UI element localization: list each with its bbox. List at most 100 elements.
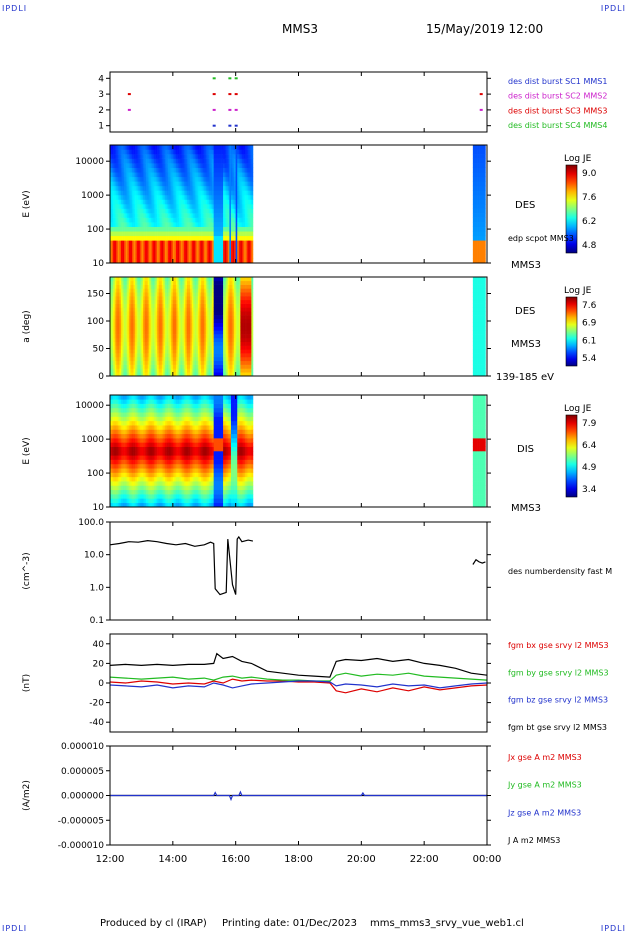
heatmap-cell <box>251 185 254 191</box>
heatmap-cell <box>229 172 232 178</box>
heatmap-cell <box>158 213 161 218</box>
heatmap-cell <box>139 167 142 173</box>
heatmap-cell <box>234 204 236 209</box>
heatmap-cell <box>183 360 186 365</box>
heatmap-cell <box>232 222 235 227</box>
heatmap-cell <box>161 277 164 282</box>
heatmap-cell <box>197 330 200 335</box>
heatmap-cell <box>131 176 134 182</box>
heatmap-cell <box>116 253 119 259</box>
heatmap-cell <box>224 280 227 285</box>
heatmap-cell <box>476 158 478 164</box>
heatmap-cell <box>180 253 183 259</box>
heatmap-cell <box>232 341 235 346</box>
heatmap-cell <box>116 181 119 187</box>
heatmap-cell <box>213 258 216 264</box>
heatmap-cell <box>190 299 192 304</box>
heatmap-cell <box>241 253 244 259</box>
legend-entry: des dist burst SC1 MMS1 <box>508 77 607 86</box>
heatmap-cell <box>142 341 145 346</box>
heatmap-cell <box>117 360 120 365</box>
heatmap-cell <box>175 253 178 259</box>
heatmap-cell <box>160 364 163 369</box>
heatmap-cell <box>218 190 221 196</box>
heatmap-cell <box>213 311 216 316</box>
heatmap-cell <box>160 349 163 354</box>
heatmap-cell <box>196 303 199 308</box>
heatmap-cell <box>155 307 158 312</box>
heatmap-cell <box>160 253 163 259</box>
heatmap-cell <box>120 235 123 241</box>
heatmap-cell <box>227 235 230 241</box>
heatmap-cell <box>185 368 188 373</box>
heatmap-cell <box>188 145 191 150</box>
heatmap-cell <box>188 172 191 178</box>
heatmap-cell <box>172 194 175 200</box>
heatmap-cell <box>477 217 480 223</box>
heatmap-cell <box>229 204 232 209</box>
heatmap-cell <box>155 288 158 293</box>
heatmap-cell <box>135 360 138 365</box>
heatmap-cell <box>157 244 159 250</box>
heatmap-cell <box>122 360 125 365</box>
heatmap-cell <box>193 235 196 241</box>
heatmap-cell <box>248 217 251 223</box>
heatmap-cell <box>177 303 180 308</box>
heatmap-cell <box>483 149 486 155</box>
heatmap-cell <box>149 299 152 304</box>
heatmap-cell <box>224 330 227 335</box>
heatmap-cell <box>168 253 170 259</box>
heatmap-cell <box>110 326 112 331</box>
heatmap-cell <box>114 163 117 168</box>
heatmap-cell <box>240 154 243 159</box>
heatmap-cell <box>119 222 122 227</box>
header-spacecraft: MMS3 <box>282 22 318 36</box>
heatmap-cell <box>229 167 232 173</box>
heatmap-cell <box>139 194 142 200</box>
burst-marker <box>127 93 131 96</box>
heatmap-cell <box>227 307 230 312</box>
heatmap-cell <box>146 145 148 150</box>
heatmap-cell <box>223 217 225 223</box>
heatmap-cell <box>235 318 238 323</box>
heatmap-cell <box>172 167 175 173</box>
heatmap-cell <box>224 372 227 377</box>
heatmap-cell <box>183 349 186 354</box>
heatmap-cell <box>142 235 145 241</box>
heatmap-cell <box>169 145 172 150</box>
heatmap-cell <box>130 284 133 289</box>
heatmap-cell <box>111 231 114 237</box>
heatmap-cell <box>177 341 180 346</box>
heatmap-cell <box>168 199 170 205</box>
heatmap-cell <box>152 353 155 358</box>
heatmap-cell <box>234 231 236 237</box>
heatmap-cell <box>186 204 189 209</box>
y-tick-label: 1000 <box>81 191 104 201</box>
heatmap-cell <box>141 181 144 187</box>
heatmap-cell <box>186 181 189 187</box>
heatmap-cell <box>182 349 185 354</box>
heatmap-cell <box>153 231 156 237</box>
heatmap-cell <box>124 284 127 289</box>
heatmap-cell <box>125 181 128 187</box>
heatmap-cell <box>161 190 164 196</box>
heatmap-cell <box>213 356 216 362</box>
heatmap-cell <box>204 349 207 354</box>
heatmap-cell <box>179 154 181 159</box>
heatmap-cell <box>205 240 208 246</box>
heatmap-cell <box>119 235 122 241</box>
heatmap-cell <box>127 213 130 218</box>
heatmap-cell <box>246 199 249 205</box>
heatmap-cell <box>146 217 148 223</box>
heatmap-cell <box>248 235 251 241</box>
heatmap-cell <box>199 226 202 232</box>
heatmap-cell <box>237 303 240 308</box>
heatmap-cell <box>248 284 251 289</box>
heatmap-cell <box>124 226 127 232</box>
heatmap-cell <box>131 368 134 373</box>
heatmap-cell <box>172 258 175 264</box>
heatmap-cell <box>190 190 192 196</box>
heatmap-cell <box>243 213 246 218</box>
heatmap-cell <box>246 226 249 232</box>
heatmap-cell <box>169 163 172 168</box>
